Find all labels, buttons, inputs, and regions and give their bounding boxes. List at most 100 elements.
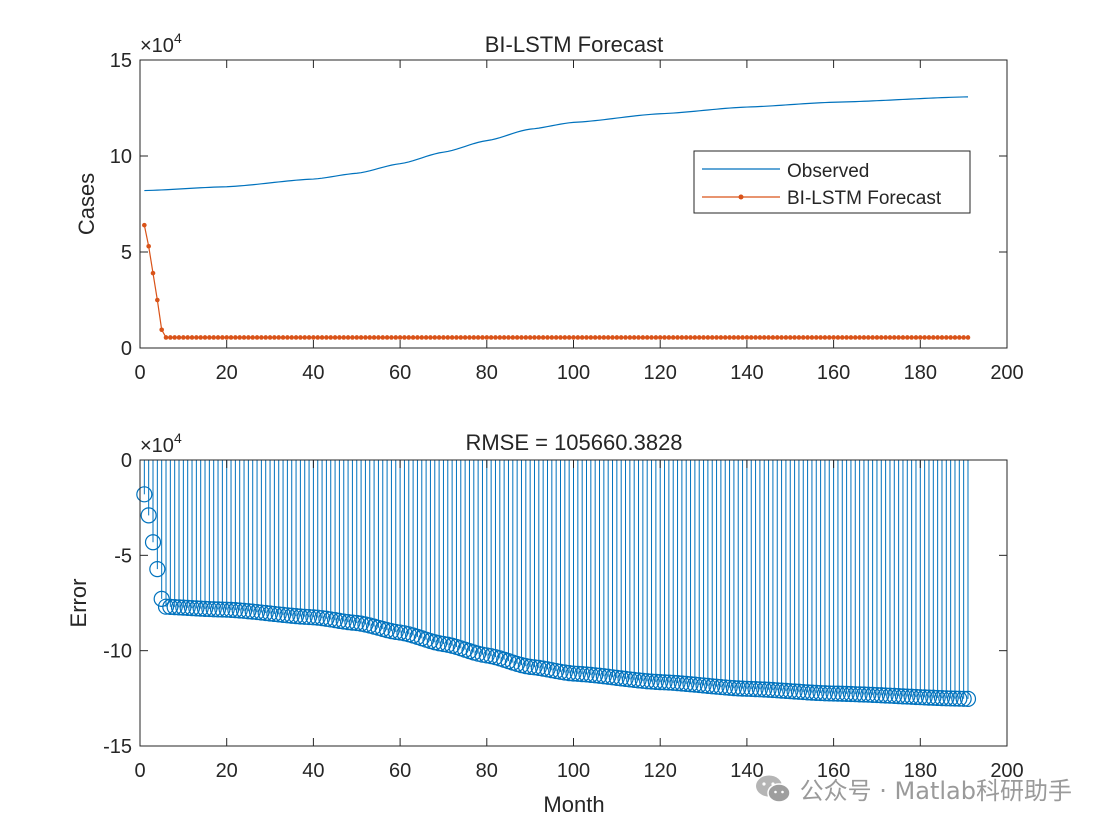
error-marker: [261, 605, 279, 622]
error-marker: [894, 688, 912, 705]
error-marker: [812, 684, 829, 702]
top-ticks: 0 20 40 60 80 100 120 140 160 180 200 0 5 10 15: [110, 50, 1024, 384]
forecast-point: [952, 335, 958, 340]
forecast-point: [701, 335, 706, 340]
forecast-point: [839, 335, 845, 340]
error-marker: [838, 685, 855, 703]
forecast-point: [155, 297, 160, 303]
error-marker: [205, 601, 222, 618]
error-marker: [756, 681, 773, 698]
legend-marker-forecast: [738, 194, 744, 200]
forecast-point: [891, 335, 897, 340]
top-y-tick-label: 15: [110, 50, 132, 72]
forecast-point: [722, 335, 728, 340]
forecast-point: [931, 335, 936, 340]
bottom-y-exponent-power: 4: [174, 430, 182, 446]
forecast-point: [965, 335, 971, 340]
error-marker: [764, 681, 782, 699]
top-y-exponent: ×104: [140, 30, 182, 57]
error-marker: [613, 670, 630, 687]
bottom-x-tick-label: 140: [730, 760, 763, 782]
top-y-tick-label: 0: [121, 338, 132, 360]
error-marker: [847, 686, 864, 703]
error-marker: [842, 685, 860, 703]
forecast-point: [809, 335, 815, 340]
forecast-point: [592, 335, 598, 340]
forecast-point: [332, 335, 338, 340]
error-marker: [274, 606, 292, 623]
forecast-point: [796, 335, 802, 340]
forecast-point: [575, 335, 581, 340]
error-marker: [227, 602, 244, 619]
forecast-point: [510, 335, 516, 340]
watermark: 公众号 · Matlab科研助手: [754, 771, 1072, 806]
error-marker: [656, 674, 673, 691]
watermark-text: 公众号 · Matlab科研助手: [799, 777, 1072, 805]
error-marker: [712, 678, 729, 696]
error-marker: [652, 674, 669, 691]
forecast-point: [774, 335, 780, 340]
forecast-point: [536, 335, 542, 340]
error-marker: [257, 604, 274, 622]
forecast-point: [445, 335, 451, 340]
top-x-tick-label: 100: [557, 362, 590, 384]
error-marker: [769, 682, 786, 699]
error-marker: [565, 665, 582, 682]
error-marker: [942, 690, 959, 707]
forecast-point: [935, 335, 940, 340]
forecast-point: [393, 335, 399, 340]
error-marker: [608, 669, 625, 686]
error-marker: [686, 676, 703, 693]
error-marker: [335, 613, 352, 630]
error-marker: [929, 689, 946, 707]
forecast-point: [198, 335, 203, 340]
error-marker: [920, 689, 938, 706]
forecast-point: [337, 335, 342, 340]
forecast-point: [306, 335, 312, 340]
forecast-point: [246, 335, 251, 340]
error-marker: [140, 507, 157, 524]
error-marker: [925, 689, 942, 706]
forecast-point: [241, 335, 247, 340]
forecast-point: [380, 335, 386, 340]
forecast-point: [579, 335, 585, 340]
forecast-point: [670, 335, 676, 340]
error-marker: [153, 590, 170, 607]
forecast-point: [406, 335, 412, 340]
forecast-point: [731, 335, 737, 340]
forecast-point: [280, 335, 286, 340]
error-marker: [348, 614, 365, 632]
bottom-x-tick-label: 0: [134, 760, 145, 782]
error-marker: [873, 687, 890, 704]
error-marker: [175, 599, 192, 616]
forecast-point: [865, 335, 871, 340]
forecast-point: [800, 335, 806, 340]
error-marker: [253, 604, 270, 621]
forecast-point: [618, 335, 624, 340]
forecast-point: [588, 335, 594, 340]
forecast-point: [172, 335, 177, 340]
forecast-point: [363, 335, 368, 340]
forecast-point: [918, 335, 923, 340]
forecast-point: [540, 335, 546, 340]
bottom-data: [136, 460, 977, 708]
forecast-point: [748, 335, 754, 340]
error-marker: [214, 601, 231, 618]
forecast-point: [783, 335, 789, 340]
forecast-point: [549, 335, 555, 340]
legend: Observed BI-LSTM Forecast: [693, 150, 971, 214]
forecast-point: [714, 335, 719, 340]
forecast-point: [779, 335, 784, 340]
forecast-point: [449, 335, 455, 340]
error-marker: [556, 664, 573, 681]
error-marker: [760, 681, 777, 698]
error-marker: [691, 676, 708, 694]
error-marker: [860, 686, 877, 703]
bottom-y-tick-label: 0: [121, 450, 132, 472]
error-marker: [704, 678, 721, 695]
error-marker: [136, 486, 153, 503]
forecast-point: [657, 335, 663, 340]
error-marker: [790, 683, 808, 700]
error-marker: [300, 608, 318, 626]
forecast-point: [501, 335, 507, 340]
